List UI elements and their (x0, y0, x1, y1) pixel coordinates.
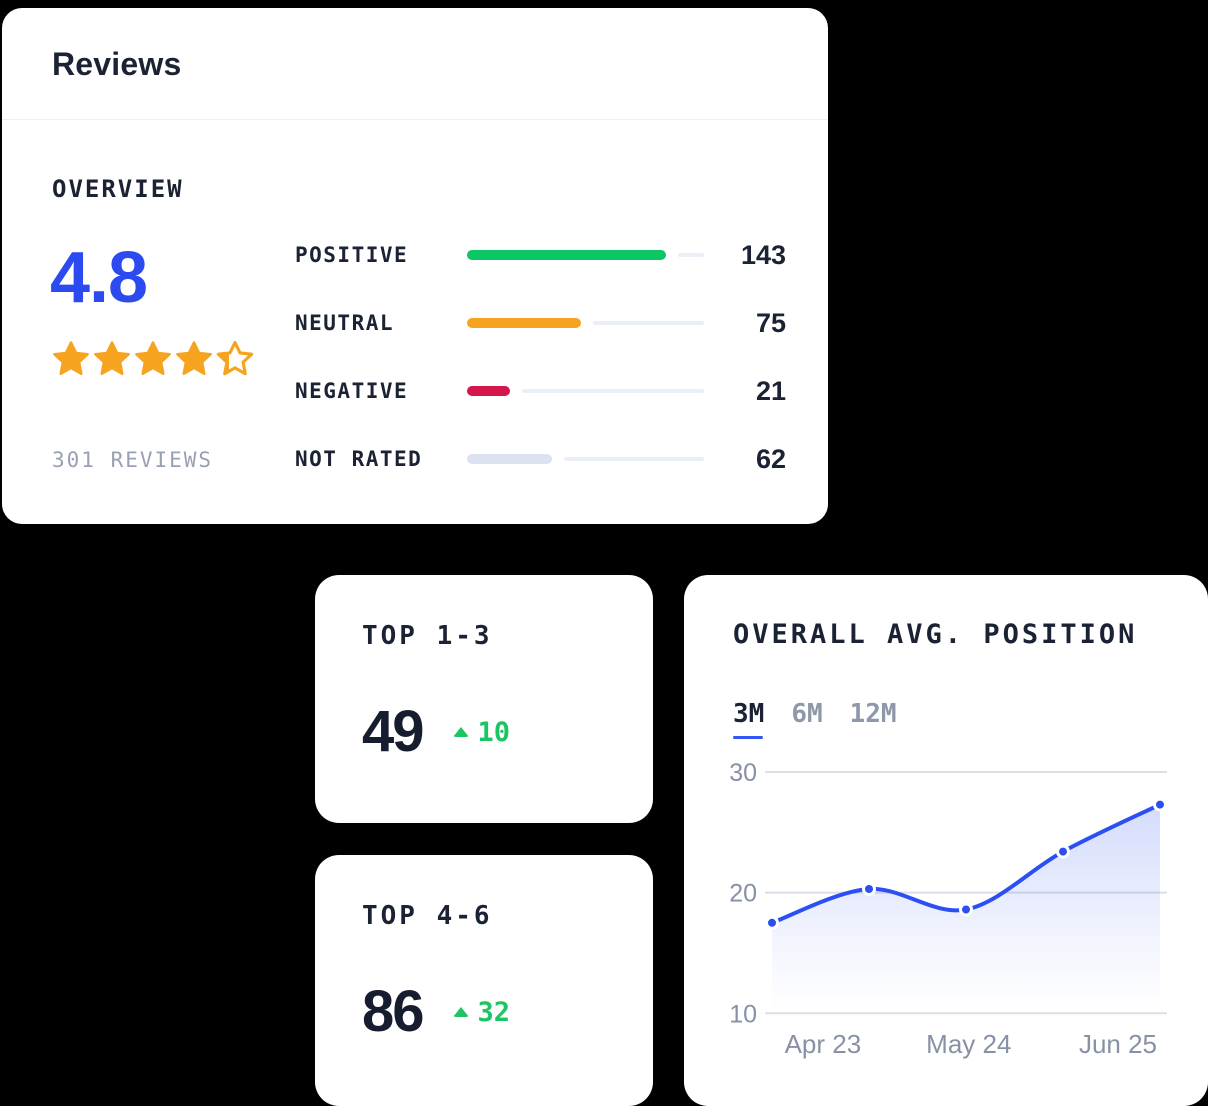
stat-card-top-1-3: TOP 1-3 49 10 (315, 575, 653, 823)
data-point-dot (1153, 797, 1167, 812)
star-icon (176, 341, 212, 375)
x-tick-label: May 24 (926, 1029, 1011, 1059)
range-tab-label: 3M (733, 699, 765, 729)
data-point-dot (862, 882, 876, 896)
y-tick-label: 30 (729, 759, 757, 787)
breakdown-bar-fill (467, 250, 667, 260)
breakdown-label: POSITIVE (295, 243, 409, 267)
breakdown-value: 143 (740, 239, 786, 270)
breakdown-value: 75 (755, 307, 786, 338)
stat-value-row: 86 32 (362, 979, 510, 1046)
star-icon (135, 341, 171, 375)
breakdown-row: NOT RATED 62 (295, 444, 786, 474)
breakdown-bar-fill (467, 454, 553, 464)
breakdown-bar-track (678, 253, 704, 257)
breakdown-bar (467, 454, 704, 464)
reviews-card: Reviews OVERVIEW 4.8 301 REVIEWS POSITIV… (2, 8, 828, 524)
overview-label: OVERVIEW (52, 175, 184, 203)
rating-score: 4.8 (50, 238, 148, 318)
range-tabs: 3M 6M 12M (733, 699, 897, 739)
stat-change: 10 (452, 716, 511, 748)
breakdown-bar-track (564, 457, 704, 461)
breakdown-row: POSITIVE 143 (295, 240, 786, 270)
trend-up-icon (452, 727, 469, 738)
star-icon (53, 341, 89, 375)
breakdown-label: NEGATIVE (295, 379, 409, 403)
y-tick-label: 20 (729, 880, 757, 908)
breakdown-bar (467, 386, 704, 396)
breakdown-value: 62 (755, 443, 786, 474)
breakdown-bar (467, 318, 704, 328)
x-tick-label: Apr 23 (785, 1029, 862, 1059)
breakdown-row: NEUTRAL 75 (295, 308, 786, 338)
breakdown-label: NOT RATED (295, 447, 423, 471)
data-point-dot (1056, 844, 1070, 859)
stat-value-row: 49 10 (362, 699, 510, 766)
x-tick-label: Jun 25 (1079, 1029, 1157, 1059)
stat-change: 32 (452, 996, 511, 1028)
breakdown-bar-track (592, 321, 704, 325)
data-point-dot (765, 915, 779, 930)
position-chart: 30 20 10 Apr 23 May 24 Jun 25 (729, 759, 1167, 1059)
stat-card-top-4-6: TOP 4-6 86 32 (315, 855, 653, 1106)
chart-card: OVERALL AVG. POSITION 3M 6M 12M 30 20 10 Apr … (684, 575, 1208, 1106)
star-half-icon (216, 340, 254, 376)
card-title: Reviews (52, 46, 182, 82)
stat-change-value: 32 (477, 996, 511, 1028)
chart-title: OVERALL AVG. POSITION (733, 619, 1138, 650)
active-tab-underline (733, 736, 763, 739)
breakdown-label: NEUTRAL (295, 311, 395, 335)
breakdown-value: 21 (755, 375, 786, 406)
stat-value: 86 (362, 979, 424, 1044)
range-tab-12m[interactable]: 12M (850, 699, 897, 739)
header-divider (2, 119, 828, 120)
range-tab-label: 6M (791, 699, 823, 729)
breakdown-bar-fill (467, 386, 510, 396)
breakdown-bar (467, 250, 704, 260)
trend-up-icon (452, 1007, 469, 1018)
stat-value: 49 (362, 699, 424, 764)
data-point-dot (959, 902, 973, 917)
stat-title: TOP 1-3 (362, 621, 493, 651)
reviews-breakdown: POSITIVE 143 NEUTRAL 75 NEGATIVE 21 NOT RAT… (295, 240, 786, 474)
y-tick-label: 10 (729, 1000, 757, 1028)
range-tab-3m[interactable]: 3M (733, 699, 764, 739)
breakdown-bar-track (521, 389, 704, 393)
range-tab-label: 12M (849, 699, 897, 729)
breakdown-bar-fill (467, 318, 581, 328)
rating-stars (52, 340, 254, 378)
range-tab-6m[interactable]: 6M (791, 699, 822, 739)
stat-change-value: 10 (477, 716, 511, 748)
star-icon (94, 341, 130, 375)
breakdown-row: NEGATIVE 21 (295, 376, 786, 406)
stat-title: TOP 4-6 (362, 901, 493, 931)
reviews-count: 301 REVIEWS (52, 448, 214, 472)
